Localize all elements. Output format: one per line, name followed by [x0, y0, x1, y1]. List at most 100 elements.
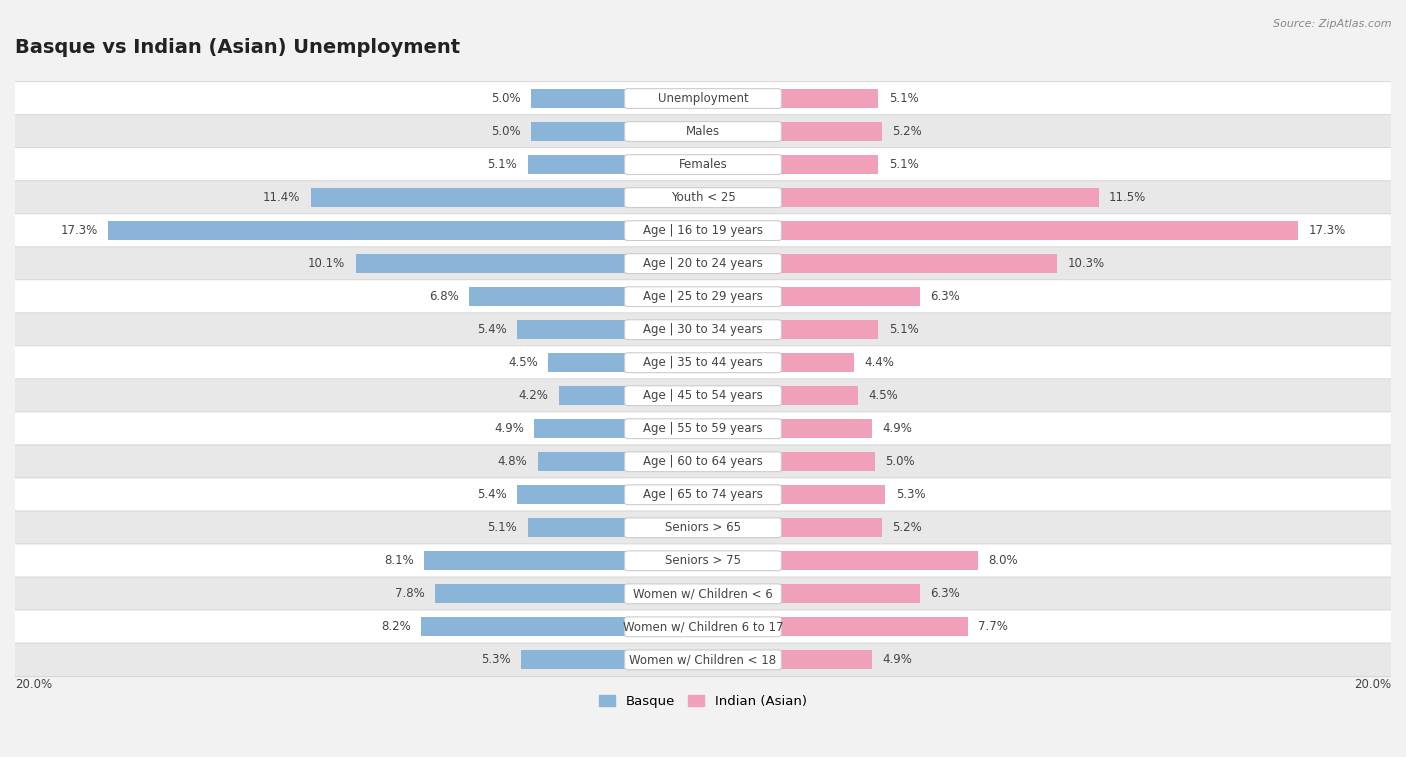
Text: Females: Females	[679, 158, 727, 171]
FancyBboxPatch shape	[624, 188, 782, 207]
FancyBboxPatch shape	[14, 643, 1392, 677]
Bar	[527, 155, 703, 174]
FancyBboxPatch shape	[624, 617, 782, 637]
Text: Males: Males	[686, 125, 720, 138]
Text: Age | 60 to 64 years: Age | 60 to 64 years	[643, 455, 763, 469]
Text: Women w/ Children < 18: Women w/ Children < 18	[630, 653, 776, 666]
FancyBboxPatch shape	[14, 346, 1392, 379]
Bar	[548, 353, 703, 372]
Text: 5.1%: 5.1%	[889, 323, 918, 336]
FancyBboxPatch shape	[14, 577, 1392, 611]
Text: 6.3%: 6.3%	[929, 290, 960, 303]
Bar	[703, 551, 979, 570]
Text: 4.9%: 4.9%	[495, 422, 524, 435]
Text: 10.3%: 10.3%	[1067, 257, 1105, 270]
Bar	[703, 452, 875, 472]
Bar	[703, 485, 886, 504]
FancyBboxPatch shape	[14, 82, 1392, 115]
FancyBboxPatch shape	[624, 551, 782, 571]
FancyBboxPatch shape	[624, 221, 782, 241]
Text: 20.0%: 20.0%	[15, 678, 52, 691]
FancyBboxPatch shape	[14, 247, 1392, 281]
FancyBboxPatch shape	[14, 313, 1392, 347]
FancyBboxPatch shape	[14, 511, 1392, 544]
FancyBboxPatch shape	[14, 181, 1392, 214]
Bar	[703, 188, 1098, 207]
FancyBboxPatch shape	[624, 353, 782, 372]
Text: 5.3%: 5.3%	[896, 488, 925, 501]
Bar	[470, 287, 703, 307]
Text: 11.4%: 11.4%	[263, 191, 301, 204]
Bar	[538, 452, 703, 472]
Text: 5.1%: 5.1%	[889, 158, 918, 171]
Text: 7.7%: 7.7%	[979, 620, 1008, 634]
Text: 4.9%: 4.9%	[882, 422, 911, 435]
Text: Age | 55 to 59 years: Age | 55 to 59 years	[643, 422, 763, 435]
FancyBboxPatch shape	[624, 452, 782, 472]
Text: 17.3%: 17.3%	[60, 224, 97, 237]
FancyBboxPatch shape	[624, 518, 782, 537]
Bar	[703, 155, 879, 174]
Text: Seniors > 65: Seniors > 65	[665, 522, 741, 534]
Bar	[531, 122, 703, 141]
Bar	[434, 584, 703, 603]
Bar	[703, 519, 882, 537]
Text: Age | 65 to 74 years: Age | 65 to 74 years	[643, 488, 763, 501]
Text: 8.1%: 8.1%	[384, 554, 413, 567]
FancyBboxPatch shape	[624, 650, 782, 670]
Text: 6.3%: 6.3%	[929, 587, 960, 600]
Text: Youth < 25: Youth < 25	[671, 191, 735, 204]
Bar	[703, 617, 967, 637]
Text: 5.3%: 5.3%	[481, 653, 510, 666]
Text: Age | 20 to 24 years: Age | 20 to 24 years	[643, 257, 763, 270]
Text: 8.0%: 8.0%	[988, 554, 1018, 567]
Bar	[534, 419, 703, 438]
FancyBboxPatch shape	[624, 319, 782, 340]
Bar	[356, 254, 703, 273]
FancyBboxPatch shape	[14, 115, 1392, 148]
FancyBboxPatch shape	[14, 213, 1392, 248]
Bar	[703, 584, 920, 603]
Text: Unemployment: Unemployment	[658, 92, 748, 105]
Text: Age | 45 to 54 years: Age | 45 to 54 years	[643, 389, 763, 402]
Text: 5.4%: 5.4%	[477, 488, 508, 501]
Text: 7.8%: 7.8%	[395, 587, 425, 600]
Bar	[108, 221, 703, 240]
FancyBboxPatch shape	[624, 485, 782, 505]
Text: 17.3%: 17.3%	[1309, 224, 1346, 237]
Bar	[703, 221, 1298, 240]
Text: Women w/ Children < 6: Women w/ Children < 6	[633, 587, 773, 600]
FancyBboxPatch shape	[624, 584, 782, 604]
Text: 5.2%: 5.2%	[893, 522, 922, 534]
FancyBboxPatch shape	[624, 254, 782, 273]
Text: 5.2%: 5.2%	[893, 125, 922, 138]
Text: 5.1%: 5.1%	[488, 522, 517, 534]
Text: 11.5%: 11.5%	[1109, 191, 1146, 204]
Bar	[703, 353, 855, 372]
FancyBboxPatch shape	[624, 287, 782, 307]
FancyBboxPatch shape	[14, 478, 1392, 512]
FancyBboxPatch shape	[14, 610, 1392, 643]
FancyBboxPatch shape	[14, 544, 1392, 578]
Text: 5.1%: 5.1%	[889, 92, 918, 105]
Text: 20.0%: 20.0%	[1354, 678, 1391, 691]
Bar	[703, 89, 879, 108]
Text: 5.0%: 5.0%	[886, 455, 915, 469]
Text: Age | 35 to 44 years: Age | 35 to 44 years	[643, 357, 763, 369]
FancyBboxPatch shape	[14, 412, 1392, 446]
Text: 5.1%: 5.1%	[488, 158, 517, 171]
Text: 4.9%: 4.9%	[882, 653, 911, 666]
Bar	[703, 386, 858, 405]
Text: 8.2%: 8.2%	[381, 620, 411, 634]
Text: 5.0%: 5.0%	[491, 92, 520, 105]
Bar	[311, 188, 703, 207]
Text: 4.4%: 4.4%	[865, 357, 894, 369]
Bar	[703, 650, 872, 669]
Bar	[558, 386, 703, 405]
Text: 4.5%: 4.5%	[508, 357, 538, 369]
Bar	[703, 254, 1057, 273]
Text: Seniors > 75: Seniors > 75	[665, 554, 741, 567]
Text: 4.5%: 4.5%	[868, 389, 898, 402]
Text: 5.0%: 5.0%	[491, 125, 520, 138]
Bar	[703, 320, 879, 339]
